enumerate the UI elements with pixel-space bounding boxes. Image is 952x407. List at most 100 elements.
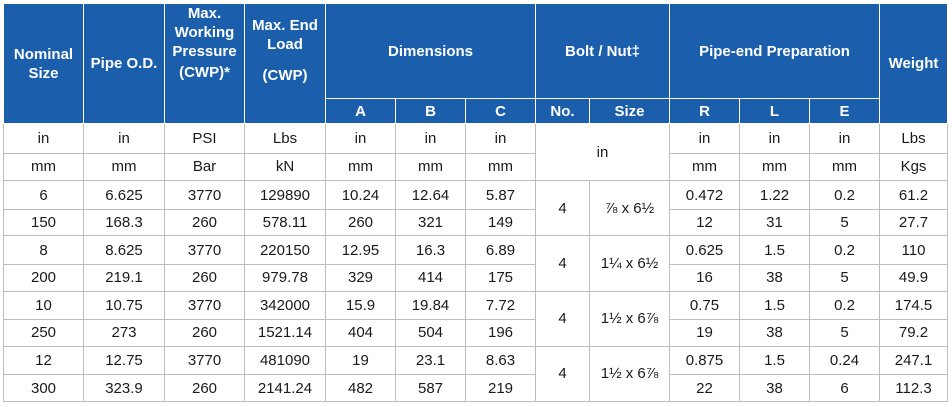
table-cell: 342000 bbox=[244, 290, 326, 321]
table-cell: 247.1 bbox=[879, 345, 949, 376]
unit-cell: in bbox=[3, 123, 84, 154]
bolt-no-cell: 4 bbox=[535, 235, 591, 292]
table-cell: 0.2 bbox=[809, 235, 881, 266]
unit-cell: in bbox=[809, 123, 881, 154]
table-cell: 3770 bbox=[164, 290, 245, 321]
table-cell: 3770 bbox=[164, 235, 245, 266]
table-cell: 8 bbox=[3, 235, 84, 266]
header-end-load: Max. End Load (CWP) bbox=[244, 3, 326, 124]
table-cell: 19.84 bbox=[395, 290, 466, 321]
table-cell: 6.89 bbox=[464, 235, 537, 266]
unit-cell: Lbs bbox=[879, 123, 949, 154]
table-row: 250 273 260 1521.14 404 504 196 19 38 5 79.2 bbox=[3, 319, 949, 347]
table-cell: 49.9 bbox=[879, 264, 949, 292]
table-cell: 6 bbox=[809, 374, 881, 402]
unit-cell: in bbox=[325, 123, 396, 154]
table-cell: 196 bbox=[464, 319, 537, 347]
table-cell: 0.472 bbox=[669, 180, 741, 210]
unit-cell: in bbox=[395, 123, 466, 154]
table-cell: 6.625 bbox=[83, 180, 165, 210]
table-cell: 10 bbox=[3, 290, 84, 321]
table-cell: 1.22 bbox=[739, 180, 811, 210]
table-row: 10 10.75 3770 342000 15.9 19.84 7.72 4 1½ x 6⅞ 0.… bbox=[3, 290, 949, 347]
table-cell: 6 bbox=[3, 180, 84, 210]
table-cell: 16.3 bbox=[395, 235, 466, 266]
table-cell: 219 bbox=[464, 374, 537, 402]
unit-cell-bolt: in bbox=[535, 122, 671, 182]
table-cell: 8.63 bbox=[464, 345, 537, 376]
table-row: 8 8.625 3770 220150 12.95 16.3 6.89 4 1¼ x 6½ 0.6… bbox=[3, 235, 949, 292]
table-cell: 300 bbox=[3, 374, 84, 402]
unit-cell: mm bbox=[83, 152, 165, 182]
header-pe-l: L bbox=[739, 98, 811, 124]
table-cell: 38 bbox=[739, 319, 811, 347]
table-cell: 323.9 bbox=[83, 374, 165, 402]
table-cell: 22 bbox=[669, 374, 741, 402]
table-cell: 3770 bbox=[164, 345, 245, 376]
table-cell: 260 bbox=[164, 264, 245, 292]
bolt-size-cell: 1½ x 6⅞ bbox=[589, 290, 671, 347]
header-pipe-od: Pipe O.D. bbox=[83, 3, 165, 124]
table-cell: 150 bbox=[3, 208, 84, 237]
table-cell: 5 bbox=[809, 319, 881, 347]
table-cell: 219.1 bbox=[83, 264, 165, 292]
table-cell: 175 bbox=[464, 264, 537, 292]
table-cell: 250 bbox=[3, 319, 84, 347]
unit-cell: in bbox=[464, 123, 537, 154]
table-cell: 38 bbox=[739, 264, 811, 292]
table-cell: 8.625 bbox=[83, 235, 165, 266]
table-cell: 1521.14 bbox=[244, 319, 326, 347]
unit-cell: mm bbox=[3, 152, 84, 182]
unit-cell: mm bbox=[464, 152, 537, 182]
bolt-no-cell: 4 bbox=[535, 180, 591, 237]
table-cell: 12.75 bbox=[83, 345, 165, 376]
header-bolt-size: Size bbox=[589, 98, 671, 124]
table-cell: 31 bbox=[739, 208, 811, 237]
table-cell: 404 bbox=[325, 319, 396, 347]
unit-cell: mm bbox=[325, 152, 396, 182]
table-cell: 110 bbox=[879, 235, 949, 266]
unit-cell: in bbox=[669, 123, 741, 154]
table-cell: 0.625 bbox=[669, 235, 741, 266]
unit-cell: mm bbox=[809, 152, 881, 182]
table-cell: 174.5 bbox=[879, 290, 949, 321]
table-cell: 79.2 bbox=[879, 319, 949, 347]
table-cell: 979.78 bbox=[244, 264, 326, 292]
header-cwp: Max. Working Pressure (CWP)* bbox=[164, 3, 245, 124]
bolt-no-cell: 4 bbox=[535, 345, 591, 403]
table-cell: 0.75 bbox=[669, 290, 741, 321]
table-cell: 0.24 bbox=[809, 345, 881, 376]
header-pe-r: R bbox=[669, 98, 741, 124]
unit-cell: Kgs bbox=[879, 152, 949, 182]
table-cell: 149 bbox=[464, 208, 537, 237]
unit-cell: Lbs bbox=[244, 123, 326, 154]
table-cell: 0.2 bbox=[809, 180, 881, 210]
table-cell: 200 bbox=[3, 264, 84, 292]
table-cell: 414 bbox=[395, 264, 466, 292]
coupling-spec-table: Nominal Size Pipe O.D. Max. Working Pres… bbox=[3, 3, 949, 403]
header-pipe-end-preparation: Pipe-end Preparation bbox=[669, 3, 881, 99]
table-cell: 578.11 bbox=[244, 208, 326, 237]
table-cell: 5 bbox=[809, 264, 881, 292]
header-cwp-title: Max. Working Pressure bbox=[172, 5, 237, 60]
table-cell: 12 bbox=[669, 208, 741, 237]
table-cell: 482 bbox=[325, 374, 396, 402]
table-cell: 5.87 bbox=[464, 180, 537, 210]
table-cell: 38 bbox=[739, 374, 811, 402]
bolt-no-cell: 4 bbox=[535, 290, 591, 347]
unit-cell: in bbox=[83, 123, 165, 154]
bolt-size-cell: 1½ x 6⅞ bbox=[589, 345, 671, 403]
table-cell: 1.5 bbox=[739, 290, 811, 321]
table-cell: 5 bbox=[809, 208, 881, 237]
header-dimensions: Dimensions bbox=[324, 3, 537, 99]
table-cell: 220150 bbox=[244, 235, 326, 266]
table-cell: 504 bbox=[395, 319, 466, 347]
unit-cell: in bbox=[739, 123, 811, 154]
table-cell: 260 bbox=[325, 208, 396, 237]
units-row-imperial: in in PSI Lbs in in in in in in in Lbs bbox=[3, 122, 949, 182]
table-cell: 27.7 bbox=[879, 208, 949, 237]
header-end-load-title: Max. End Load bbox=[252, 17, 318, 53]
table-cell: 12.95 bbox=[325, 235, 396, 266]
table-cell: 587 bbox=[395, 374, 466, 402]
unit-cell: mm bbox=[395, 152, 466, 182]
